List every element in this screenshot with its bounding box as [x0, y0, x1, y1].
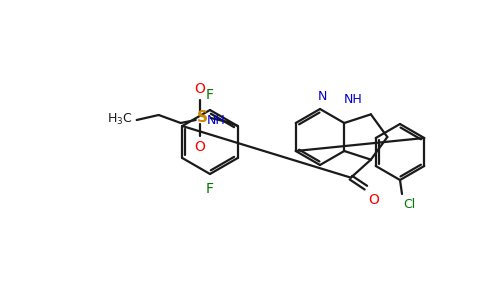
- Text: O: O: [194, 140, 205, 154]
- Text: O: O: [194, 82, 205, 96]
- Text: NH: NH: [207, 113, 226, 127]
- Text: H$_3$C: H$_3$C: [107, 111, 133, 127]
- Text: S: S: [197, 110, 208, 125]
- Text: O: O: [368, 193, 379, 207]
- Text: F: F: [206, 88, 214, 102]
- Text: Cl: Cl: [403, 198, 415, 211]
- Text: F: F: [206, 182, 214, 196]
- Text: NH: NH: [344, 93, 363, 106]
- Text: N: N: [318, 90, 327, 103]
